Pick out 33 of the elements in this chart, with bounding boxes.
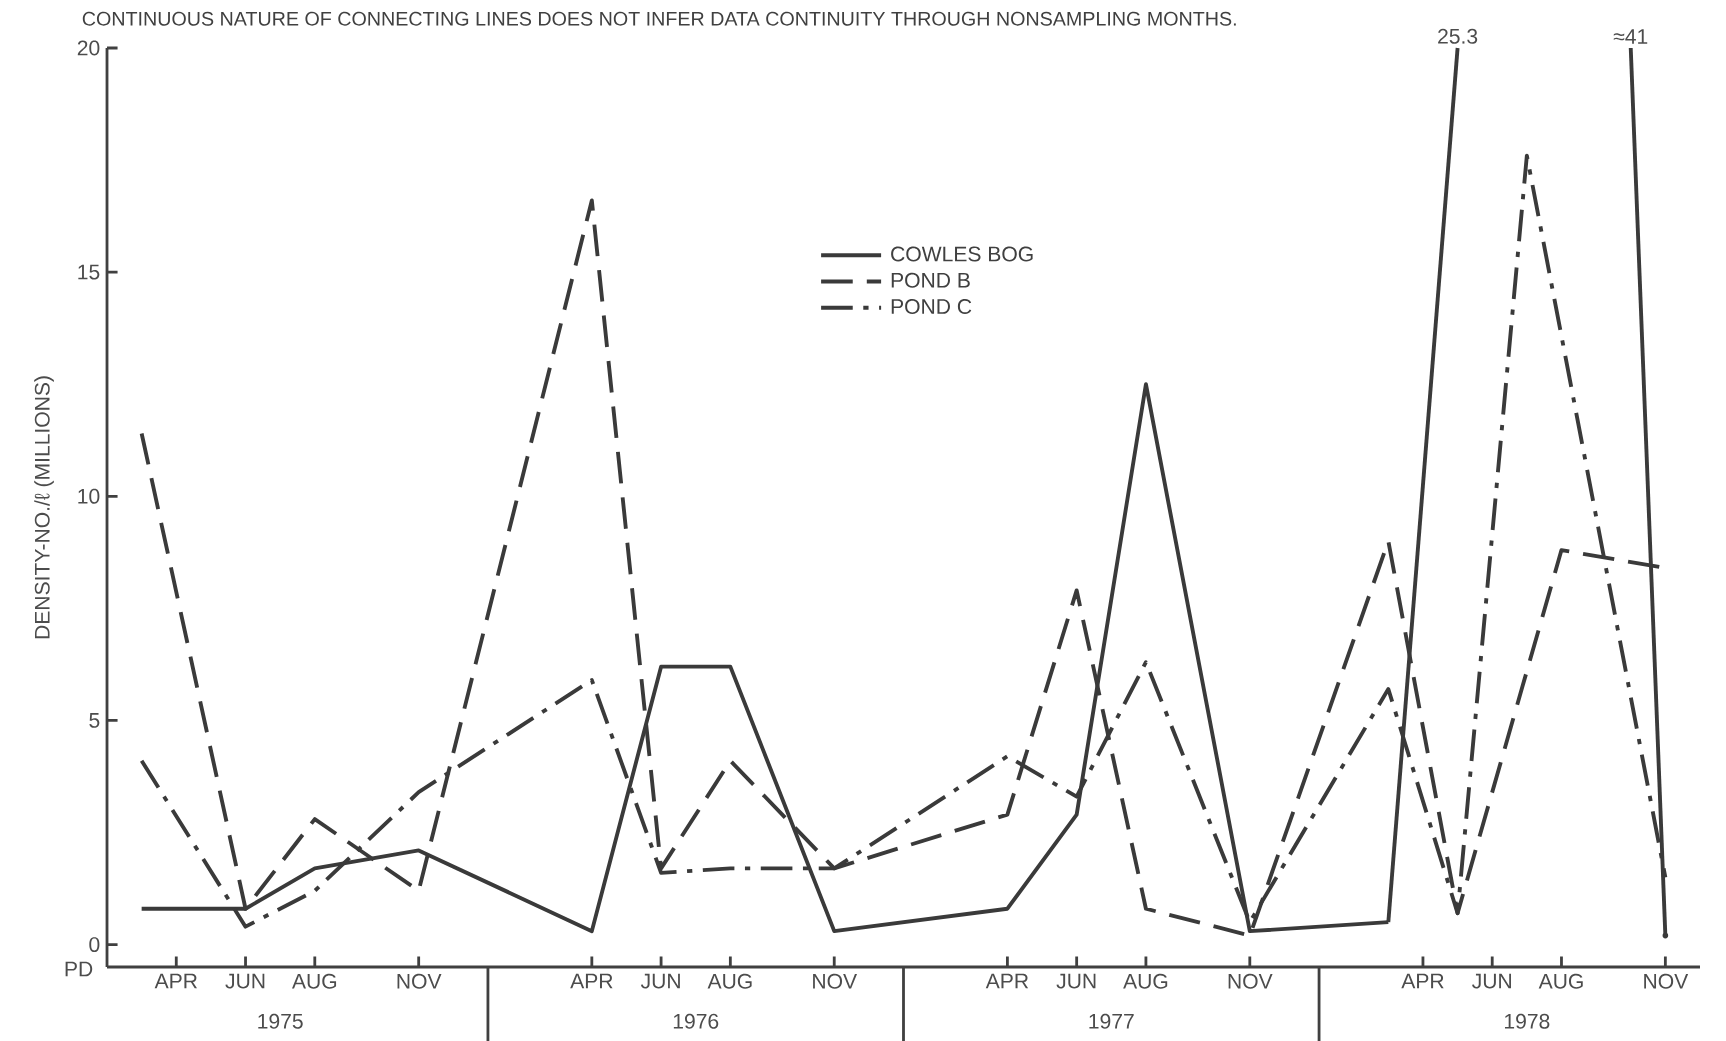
text: ≈41 (1613, 29, 1648, 44)
y-tick-label: 15 (78, 264, 100, 280)
y-tick-label: 10 (78, 488, 100, 504)
x-tick-label: AUG (1538, 973, 1583, 989)
y-tick-label: 5 (89, 713, 100, 728)
x-tick-label: NOV (1228, 973, 1273, 989)
x-tick-label: AUG (1123, 973, 1168, 989)
legend-label: COWLES BOG (891, 246, 1033, 262)
x-tick-label: APR (154, 973, 197, 989)
x2-tick-label: 1978 (1504, 1013, 1550, 1029)
y-axis-title: DENSITY-NO./ℓ (MILLIONS) (34, 376, 54, 639)
x2-tick-label: 1976 (673, 1013, 719, 1029)
x2-tick-label: 1977 (1089, 1013, 1134, 1029)
text: PD (65, 961, 93, 977)
x-tick-label: APR (985, 973, 1029, 989)
x2-tick-label: 1975 (258, 1013, 303, 1029)
x-tick-label: JUN (1472, 973, 1511, 989)
x-tick-label: JUN (640, 973, 680, 989)
y-tick-label: 20 (77, 40, 100, 56)
x-tick-label: AUG (707, 973, 752, 989)
text: 25.3 (1438, 28, 1478, 44)
x-tick-label: APR (1401, 973, 1444, 989)
x-tick-label: NOV (813, 973, 858, 989)
legend-label: POND C (891, 299, 972, 315)
x-tick-label: NOV (1644, 973, 1689, 989)
x-tick-label: JUN (1056, 973, 1096, 989)
x-tick-label: NOV (397, 973, 442, 989)
x-tick-label: APR (570, 973, 613, 989)
y-tick-label: 0 (89, 937, 100, 953)
x-tick-label: JUN (225, 973, 265, 989)
chart-title: CONTINUOUS NATURE OF CONNECTING LINES DOES NOT INFER DATA CONTINUITY THROUGH NONSAMPLING MONTHS. (82, 11, 1236, 26)
x-tick-label: AUG (292, 973, 337, 989)
legend-label: POND B (891, 272, 970, 288)
